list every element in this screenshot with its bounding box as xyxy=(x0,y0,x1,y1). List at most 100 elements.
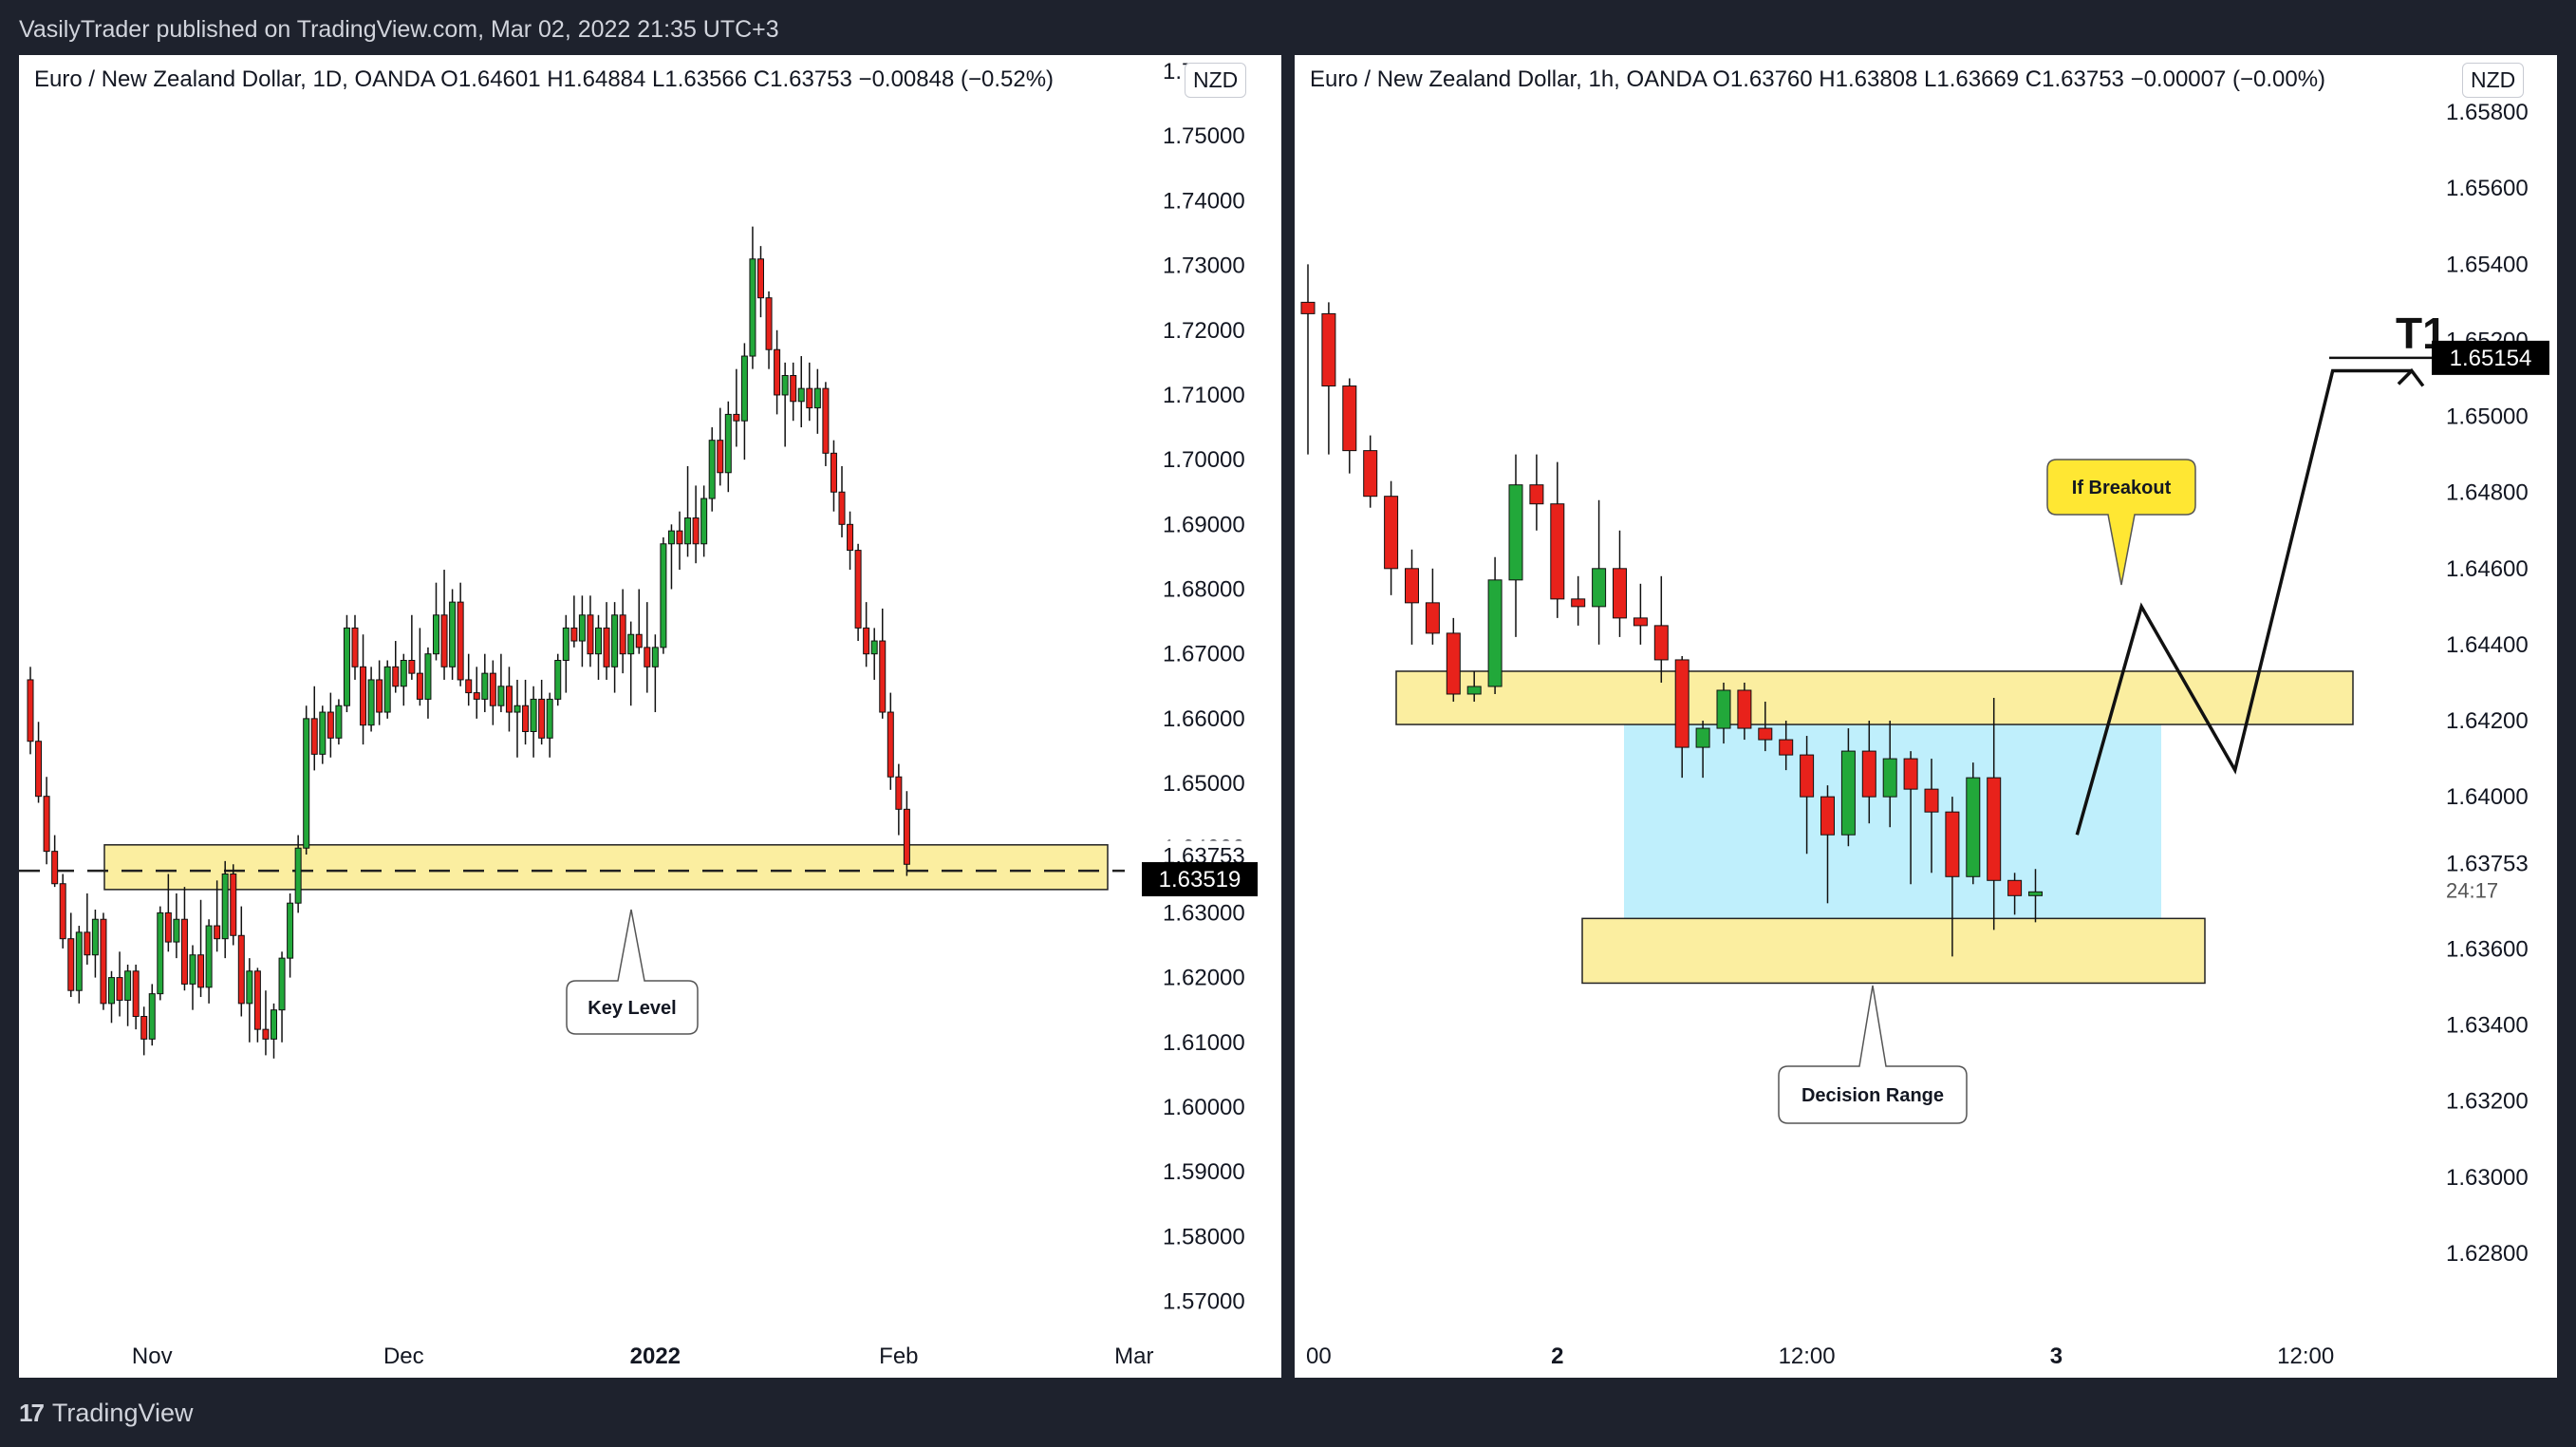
daily-x-label: Mar xyxy=(1114,1344,1153,1369)
hourly-currency-badge[interactable]: NZD xyxy=(2462,63,2525,98)
daily-y-tick: 1.70000 xyxy=(1163,447,1245,473)
daily-candle xyxy=(870,640,878,655)
daily-key-level-zone xyxy=(103,844,1109,891)
hourly-candle xyxy=(1924,788,1939,813)
hourly-candle xyxy=(1466,686,1482,695)
daily-candle xyxy=(400,660,407,687)
hourly-candle xyxy=(1342,385,1357,452)
daily-candle xyxy=(774,348,781,396)
daily-candle xyxy=(310,718,318,755)
hourly-candle xyxy=(1425,602,1440,634)
daily-candle xyxy=(554,660,562,700)
hourly-candle xyxy=(1820,796,1835,836)
daily-candle xyxy=(457,601,464,681)
daily-candle xyxy=(562,627,569,662)
daily-candle xyxy=(253,970,261,1030)
hourly-y-tick: 1.63000 xyxy=(2446,1165,2529,1191)
daily-candle xyxy=(854,550,862,629)
daily-candle xyxy=(35,741,43,798)
daily-candle xyxy=(530,698,537,733)
hourly-y-tick: 1.65600 xyxy=(2446,176,2529,201)
hourly-y-tick: 1.65000 xyxy=(2446,404,2529,430)
hourly-candle xyxy=(1800,754,1815,798)
hourly-chart-title: Euro / New Zealand Dollar, 1h, OANDA O1.… xyxy=(1310,66,2326,92)
daily-y-tick: 1.63000 xyxy=(1163,900,1245,926)
daily-candle xyxy=(287,902,294,959)
daily-y-tick: 1.60000 xyxy=(1163,1095,1245,1120)
daily-candle xyxy=(667,530,675,545)
daily-candle xyxy=(895,776,903,810)
daily-candle xyxy=(343,627,350,706)
hourly-y-tick: 1.64600 xyxy=(2446,556,2529,582)
daily-candle xyxy=(278,957,286,1011)
hourly-candle xyxy=(1633,617,1648,627)
daily-candle xyxy=(813,387,821,409)
hourly-y-tick: 1.63200 xyxy=(2446,1089,2529,1115)
daily-candle xyxy=(294,847,302,904)
daily-chart-panel[interactable]: 1.57000 1.58000 1.59000 1.60000 1.61000 1.620… xyxy=(19,55,1281,1378)
lower-support-zone xyxy=(1581,917,2206,985)
hourly-candle xyxy=(2028,891,2043,896)
hourly-candle xyxy=(1405,568,1419,604)
daily-candle xyxy=(180,918,188,985)
daily-key-level-callout-label: Key Level xyxy=(588,998,676,1019)
daily-candle xyxy=(392,666,400,687)
daily-candle xyxy=(271,1009,277,1040)
hourly-chart-panel[interactable]: T1 1.62800 1.63000 1.63200 1.63400 1.63600 1.6… xyxy=(1295,55,2557,1378)
hourly-y-tick: 1.63600 xyxy=(2446,936,2529,962)
daily-candle xyxy=(43,796,50,853)
daily-candle xyxy=(684,517,692,545)
daily-candle xyxy=(132,970,140,1017)
hourly-candle xyxy=(1737,689,1752,729)
daily-y-tick: 1.73000 xyxy=(1163,254,1245,279)
daily-candle xyxy=(838,491,846,525)
daily-candle xyxy=(708,440,716,499)
daily-y-tick: 1.72000 xyxy=(1163,318,1245,344)
daily-candle xyxy=(627,633,635,655)
daily-level-badge: 1.63519 xyxy=(1159,867,1241,893)
daily-candle xyxy=(140,1016,148,1040)
daily-chart-svg[interactable]: 1.57000 1.58000 1.59000 1.60000 1.61000 1.620… xyxy=(19,55,1281,1378)
daily-candle xyxy=(481,672,489,700)
daily-y-tick: 1.58000 xyxy=(1163,1224,1245,1250)
hourly-y-tick: 1.65400 xyxy=(2446,252,2529,277)
daily-candle xyxy=(587,614,594,655)
tradingview-footer[interactable]: 17 TradingView xyxy=(0,1379,2576,1447)
daily-candle xyxy=(157,911,164,995)
hourly-candle xyxy=(1882,758,1897,798)
hourly-candle xyxy=(1758,727,1773,741)
hourly-x-label: 2 xyxy=(1551,1344,1563,1369)
daily-candle xyxy=(497,686,505,706)
daily-candle xyxy=(863,627,870,655)
decision-range-fill xyxy=(1624,724,2161,919)
daily-candle xyxy=(790,375,797,403)
daily-candle xyxy=(830,452,837,493)
daily-candle xyxy=(546,698,553,739)
hourly-y-tick: 1.64000 xyxy=(2446,784,2529,810)
daily-candle xyxy=(781,375,789,396)
hourly-candle xyxy=(1779,739,1794,756)
daily-y-tick: 1.69000 xyxy=(1163,512,1245,537)
daily-candle xyxy=(847,523,854,552)
daily-x-label: Nov xyxy=(132,1344,173,1369)
daily-y-tick: 1.68000 xyxy=(1163,577,1245,603)
daily-y-tick: 1.61000 xyxy=(1163,1030,1245,1056)
hourly-chart-svg[interactable]: T11.628001.630001.632001.634001.636001.6… xyxy=(1295,55,2557,1378)
daily-candle xyxy=(635,633,643,648)
hourly-candle xyxy=(1695,727,1710,748)
daily-y-tick: 1.75000 xyxy=(1163,123,1245,149)
daily-candle xyxy=(449,601,457,667)
daily-candle xyxy=(246,970,253,1005)
daily-candle xyxy=(75,931,83,991)
hourly-candle xyxy=(2007,879,2023,896)
daily-currency-badge[interactable]: NZD xyxy=(1185,63,1247,98)
daily-candle xyxy=(416,672,423,700)
daily-candle xyxy=(67,938,75,991)
if-breakout-callout-shape xyxy=(2046,459,2196,586)
daily-candle xyxy=(765,297,773,350)
hourly-candle xyxy=(1363,450,1378,498)
daily-candle xyxy=(513,705,521,713)
hourly-y-tick: 1.64800 xyxy=(2446,480,2529,506)
daily-candle xyxy=(383,666,391,713)
daily-candle xyxy=(205,925,213,988)
